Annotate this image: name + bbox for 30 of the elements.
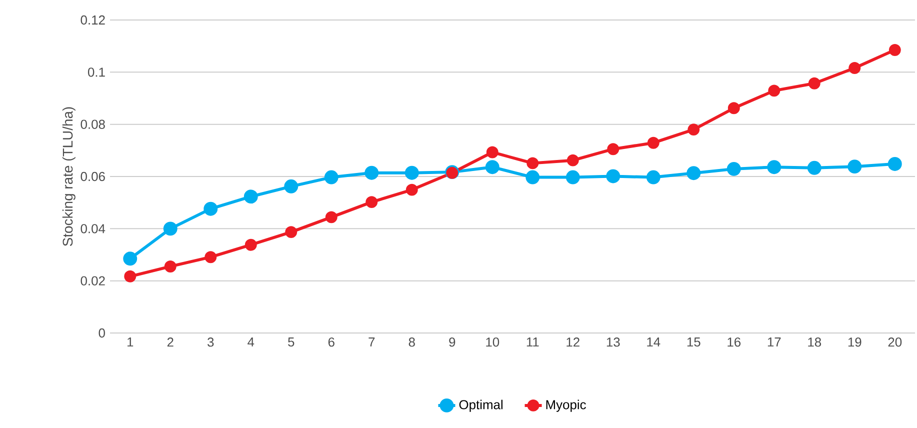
x-tick-label: 17 xyxy=(768,338,781,346)
y-axis-title: Stocking rate (TLU/ha) xyxy=(62,107,76,246)
x-tick-label: 7 xyxy=(368,338,375,346)
x-tick-label: 6 xyxy=(328,338,334,347)
y-tick-label: 0.02 xyxy=(80,276,105,286)
x-tick-label: 8 xyxy=(408,338,415,347)
x-tick-label: 15 xyxy=(687,338,700,347)
y-tick-label: 0.04 xyxy=(80,224,106,234)
y-tick-label: 0.12 xyxy=(80,15,105,25)
y-tick-label: 0.08 xyxy=(80,120,105,129)
x-tick-label: 13 xyxy=(606,338,620,347)
x-tick-label: 11 xyxy=(526,338,539,346)
x-tick-label: 5 xyxy=(288,338,294,347)
legend-label: Myopic xyxy=(546,400,586,412)
x-tick-label: 3 xyxy=(208,338,214,347)
legend-label: Optimal xyxy=(459,400,502,412)
x-tick-label: 10 xyxy=(486,338,500,347)
y-tick-label: 0 xyxy=(98,328,105,338)
y-tick-label: 0.1 xyxy=(88,68,105,77)
x-tick-label: 1 xyxy=(128,338,134,346)
x-tick-label: 4 xyxy=(248,338,254,346)
x-tick-label: 18 xyxy=(808,338,822,347)
x-tick-label: 9 xyxy=(449,338,456,347)
x-tick-label: 12 xyxy=(566,338,580,347)
x-tick-label: 14 xyxy=(647,338,660,346)
y-tick-label: 0.06 xyxy=(80,172,105,182)
x-tick-label: 16 xyxy=(728,338,741,347)
x-tick-label: 2 xyxy=(167,338,174,347)
x-tick-label: 19 xyxy=(848,338,862,347)
x-tick-label: 20 xyxy=(888,338,902,347)
